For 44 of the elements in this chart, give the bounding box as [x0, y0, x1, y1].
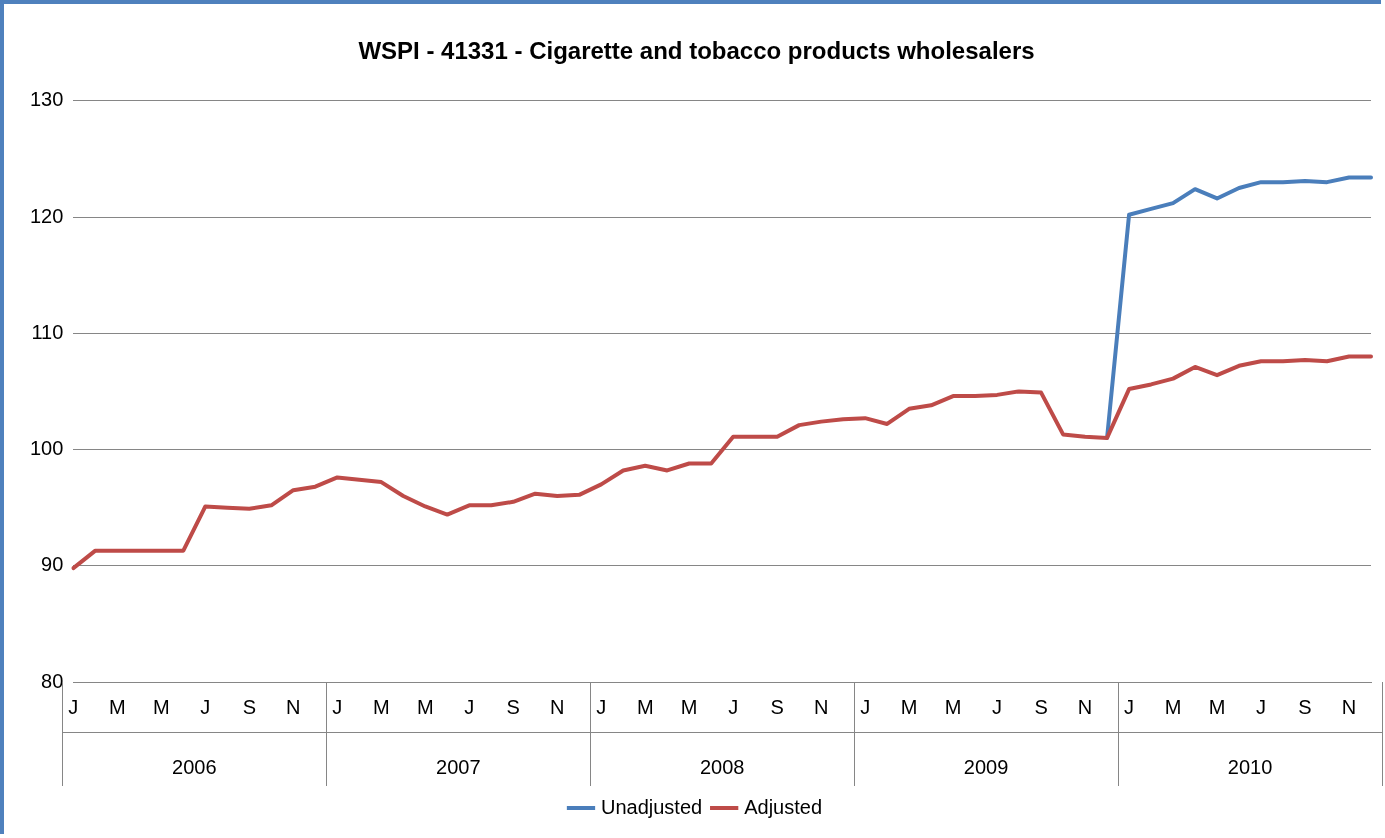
y-tick-label: 130 [29, 88, 64, 111]
x-tick-label: J [596, 695, 607, 718]
x-tick-label: J [68, 695, 79, 718]
x-tick-label: M [153, 695, 170, 718]
x-tick-label: S [242, 695, 256, 718]
x-tick-label: S [1034, 695, 1048, 718]
x-tick-label: M [636, 695, 654, 718]
x-tick-label: J [728, 695, 739, 718]
x-tick-label: S [1298, 695, 1312, 718]
x-tick-label: M [1208, 695, 1226, 718]
text: 2009 [963, 755, 1009, 778]
x-tick-label: N [813, 695, 829, 718]
x-tick-label: M [680, 695, 698, 718]
y-tick-label: 90 [41, 553, 64, 576]
chart-title: WSPI - 41331 - Cigarette and tobacco products wholesalers [358, 37, 1035, 65]
x-tick-label: M [372, 695, 390, 718]
y-tick-label: 120 [29, 204, 64, 227]
y-tick-label: 110 [31, 320, 64, 343]
text: 2010 [1227, 755, 1273, 778]
y-tick-label: 100 [29, 437, 64, 460]
text: 2007 [436, 755, 481, 778]
x-tick-label: J [992, 695, 1003, 718]
x-tick-label: S [506, 695, 520, 718]
x-tick-label: N [286, 695, 301, 718]
legend-label: Unadjusted [600, 795, 703, 818]
x-tick-label: M [1164, 695, 1182, 718]
x-tick-label: J [464, 695, 475, 718]
x-tick-label: J [332, 695, 343, 718]
x-tick-label: N [1077, 695, 1093, 718]
x-tick-label: N [550, 695, 565, 718]
x-tick-label: S [770, 695, 784, 718]
x-tick-label: M [109, 695, 126, 718]
x-tick-label: M [900, 695, 918, 718]
text: 2008 [699, 755, 745, 778]
x-tick-label: M [416, 695, 434, 718]
y-tick-label: 80 [41, 669, 64, 692]
text: 2006 [172, 755, 217, 778]
x-tick-label: M [944, 695, 962, 718]
legend-label: Adjusted [744, 795, 823, 818]
x-tick-label: J [1256, 695, 1267, 718]
x-tick-label: J [860, 695, 871, 718]
x-tick-label: J [200, 695, 211, 718]
x-tick-label: J [1124, 695, 1135, 718]
x-tick-label: N [1341, 695, 1357, 718]
